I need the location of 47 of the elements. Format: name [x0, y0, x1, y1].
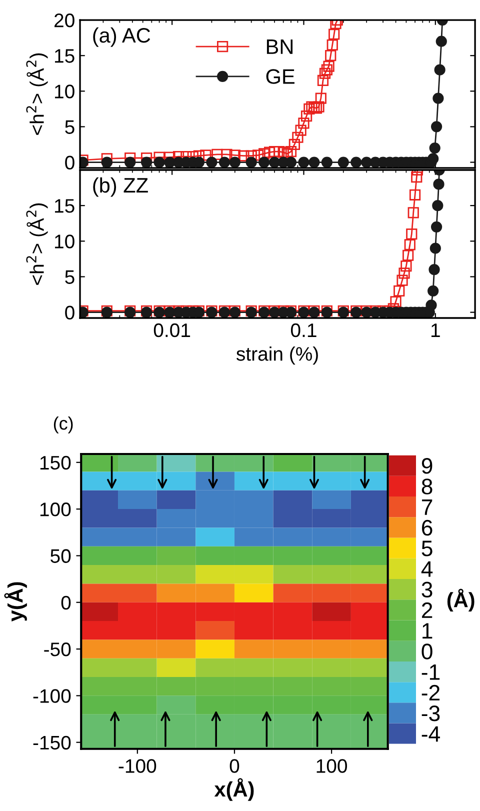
y-tick-label: 100: [40, 502, 71, 516]
x-tick-label: 100: [316, 759, 348, 773]
y-tick-label: 50: [50, 549, 71, 563]
y-tick-label: -50: [44, 642, 71, 656]
color-bar-label: 7: [422, 500, 432, 515]
annotation: (b) ZZ: [93, 177, 148, 197]
x-tick-label: 1: [431, 324, 440, 337]
y-axis-title: y(Å): [4, 582, 27, 622]
x-axis-title: strain (%): [236, 346, 318, 365]
y-tick-label: 5: [65, 120, 74, 134]
legend-label: BN: [266, 40, 292, 54]
color-bar-label: 4: [421, 561, 433, 577]
x-tick-label: 0: [230, 759, 240, 773]
color-bar-label: -4: [422, 726, 440, 742]
color-bar-title: (Å): [447, 588, 474, 612]
color-bar-label: 3: [422, 582, 432, 598]
y-tick-label: -100: [33, 689, 71, 703]
y-tick-label: -150: [33, 736, 71, 750]
y-axis-title: <h$^{2}$> (Å$^{2}$): [26, 203, 48, 285]
y-tick-label: 15: [55, 49, 74, 63]
x-tick-label: -100: [118, 759, 156, 773]
y-tick-label: 0: [65, 306, 74, 320]
color-bar-label: 1: [422, 623, 432, 639]
x-axis-title: x(Å): [214, 778, 254, 801]
x-tick-label: 0.1: [290, 323, 316, 338]
legend-label: GE: [266, 69, 294, 84]
color-bar-label: -2: [422, 684, 440, 700]
y-tick-label: 10: [55, 84, 74, 98]
color-bar-label: 5: [422, 540, 432, 556]
chart-title: (c): [54, 416, 73, 434]
color-bar-label: -1: [422, 664, 440, 680]
y-tick-label: 20: [54, 14, 74, 28]
x-tick-label: 0.01: [154, 323, 190, 338]
y-tick-label: 15: [55, 199, 74, 213]
color-bar-label: 6: [422, 520, 432, 536]
color-bar-label: 2: [422, 602, 432, 618]
y-tick-label: 150: [40, 456, 71, 470]
color-bar-label: -3: [422, 706, 440, 722]
y-tick-label: 10: [55, 234, 74, 248]
color-bar-label: 0: [422, 644, 432, 660]
y-tick-label: 0: [61, 596, 71, 610]
y-tick-label: 5: [65, 270, 74, 284]
annotation: (a) AC: [93, 27, 150, 47]
y-axis-title: <h$^{2}$> (Å$^{2}$): [26, 53, 48, 135]
color-bar-label: 8: [422, 478, 432, 494]
color-bar-label: 9: [422, 458, 432, 474]
y-tick-label: 0: [65, 156, 74, 170]
